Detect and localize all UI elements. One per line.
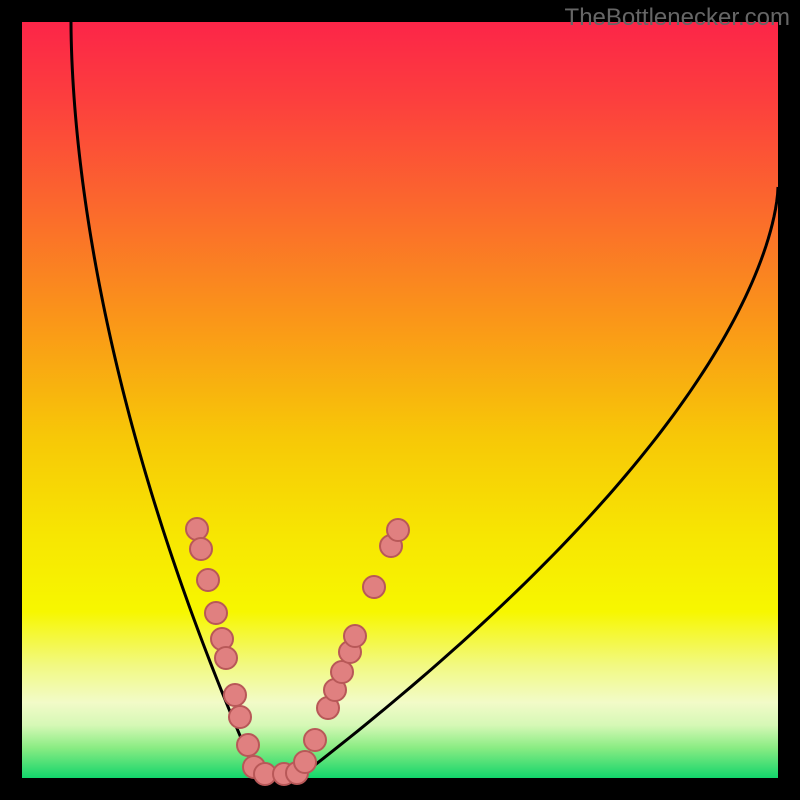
plot-group (22, 22, 778, 785)
data-marker (344, 625, 366, 647)
data-marker (197, 569, 219, 591)
chart-container: TheBottlenecker.com (0, 0, 800, 800)
data-marker (237, 734, 259, 756)
outer-svg (0, 0, 800, 800)
plot-background (22, 22, 778, 778)
watermark-text: TheBottlenecker.com (565, 4, 790, 32)
data-marker (205, 602, 227, 624)
data-marker (190, 538, 212, 560)
data-marker (215, 647, 237, 669)
data-marker (224, 684, 246, 706)
data-marker (304, 729, 326, 751)
data-marker (229, 706, 251, 728)
data-marker (331, 661, 353, 683)
data-marker (387, 519, 409, 541)
data-marker (294, 751, 316, 773)
data-marker (363, 576, 385, 598)
data-marker (186, 518, 208, 540)
